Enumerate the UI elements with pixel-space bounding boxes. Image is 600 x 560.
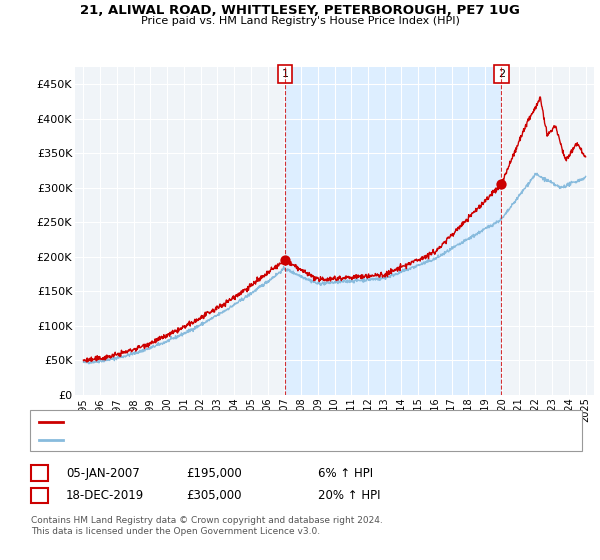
Text: 2: 2	[497, 69, 505, 79]
Text: 1: 1	[35, 466, 44, 480]
Point	[280, 256, 290, 265]
Text: 21, ALIWAL ROAD, WHITTLESEY, PETERBOROUGH, PE7 1UG (detached house): 21, ALIWAL ROAD, WHITTLESEY, PETERBOROUG…	[67, 417, 470, 427]
Text: £195,000: £195,000	[186, 466, 242, 480]
Point	[496, 180, 506, 189]
Text: 21, ALIWAL ROAD, WHITTLESEY, PETERBOROUGH, PE7 1UG: 21, ALIWAL ROAD, WHITTLESEY, PETERBOROUG…	[80, 4, 520, 17]
Text: 1: 1	[281, 69, 289, 79]
Text: £305,000: £305,000	[186, 489, 241, 502]
Text: Price paid vs. HM Land Registry's House Price Index (HPI): Price paid vs. HM Land Registry's House …	[140, 16, 460, 26]
Text: Contains HM Land Registry data © Crown copyright and database right 2024.
This d: Contains HM Land Registry data © Crown c…	[31, 516, 383, 536]
Bar	[285, 67, 501, 395]
Text: 6% ↑ HPI: 6% ↑ HPI	[318, 466, 373, 480]
Text: 20% ↑ HPI: 20% ↑ HPI	[318, 489, 380, 502]
Text: HPI: Average price, detached house, Fenland: HPI: Average price, detached house, Fenl…	[67, 435, 301, 445]
Text: 2: 2	[35, 489, 44, 502]
Text: 05-JAN-2007: 05-JAN-2007	[66, 466, 140, 480]
Text: 18-DEC-2019: 18-DEC-2019	[66, 489, 144, 502]
